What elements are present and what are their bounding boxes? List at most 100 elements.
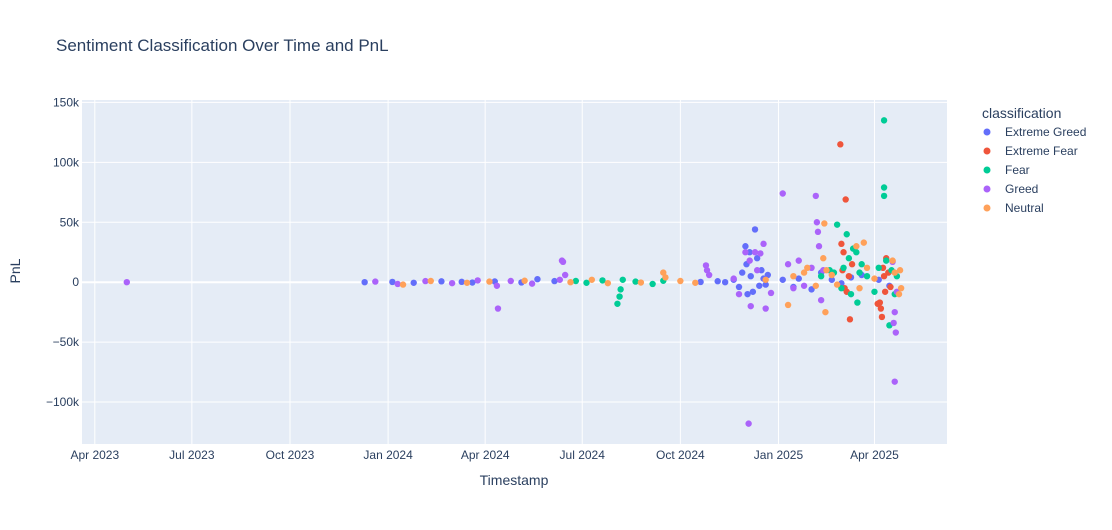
data-point (779, 276, 786, 283)
data-point (697, 278, 704, 286)
data-point (372, 278, 379, 285)
data-point (784, 301, 792, 309)
y-tick-label: 100k (53, 155, 80, 169)
x-tick-label: Jul 2023 (169, 448, 215, 462)
legend-title: classification (982, 105, 1061, 121)
data-point (856, 269, 863, 276)
data-point (812, 282, 820, 289)
data-point (753, 255, 761, 262)
data-point (790, 272, 797, 280)
data-point (833, 221, 841, 228)
y-tick-label: 150k (53, 95, 80, 109)
data-point (702, 262, 710, 269)
y-tick-label: 50k (60, 215, 80, 229)
data-point (410, 279, 417, 286)
data-point (821, 220, 828, 227)
data-point (828, 271, 836, 279)
data-point (394, 280, 401, 288)
data-point (779, 190, 786, 197)
data-point (817, 272, 825, 280)
data-point (551, 277, 558, 285)
x-tick-label: Jan 2025 (754, 448, 804, 462)
data-point (814, 228, 822, 236)
legend-marker (983, 185, 991, 193)
data-point (800, 282, 808, 289)
data-point (891, 378, 898, 385)
data-point (662, 274, 669, 281)
data-point (889, 257, 896, 264)
data-point (588, 276, 596, 283)
data-point (739, 269, 746, 276)
data-point (747, 302, 754, 310)
data-point (784, 261, 792, 268)
data-point (853, 249, 860, 256)
data-point (561, 271, 569, 279)
data-point (649, 280, 656, 288)
data-point (507, 277, 514, 285)
legend-item[interactable]: Extreme Greed (983, 125, 1087, 139)
data-point (892, 329, 900, 336)
legend-label: Greed (1005, 182, 1038, 196)
data-point (883, 257, 890, 264)
data-point (880, 184, 888, 191)
data-point (877, 305, 885, 312)
data-point (422, 277, 429, 285)
data-point (842, 196, 849, 203)
data-point (534, 275, 541, 283)
data-point (762, 305, 769, 312)
chart-title: Sentiment Classification Over Time and P… (56, 36, 389, 55)
legend-label: Fear (1005, 163, 1030, 177)
data-point (486, 278, 493, 285)
data-point (823, 267, 830, 274)
data-point (705, 271, 713, 279)
data-point (751, 249, 759, 256)
data-point (840, 249, 847, 256)
data-point (619, 276, 626, 283)
legend-item[interactable]: Neutral (983, 201, 1044, 215)
data-point (427, 277, 434, 285)
data-points (123, 117, 905, 427)
data-point (632, 278, 639, 285)
data-point (123, 278, 130, 286)
data-point (559, 258, 567, 266)
data-point (747, 272, 754, 280)
data-point (880, 117, 888, 124)
series-neutral (399, 220, 905, 316)
data-point (617, 286, 624, 293)
data-point (863, 264, 871, 272)
legend-marker (983, 147, 991, 155)
data-point (881, 288, 889, 295)
data-point (808, 286, 815, 293)
data-point (721, 278, 729, 286)
data-point (762, 276, 769, 283)
data-point (840, 264, 847, 272)
data-point (572, 277, 580, 285)
legend-marker (983, 166, 991, 174)
data-point (616, 293, 623, 300)
data-point (746, 257, 753, 264)
data-point (714, 278, 721, 285)
data-point (660, 269, 667, 276)
data-point (875, 264, 882, 272)
legend: classification Extreme Greed Extreme Fear… (982, 105, 1086, 215)
data-point (828, 276, 836, 283)
legend-item[interactable]: Fear (983, 163, 1030, 177)
legend-item[interactable]: Extreme Fear (983, 144, 1078, 158)
data-point (756, 282, 763, 289)
data-point (677, 277, 684, 285)
legend-item[interactable]: Greed (983, 182, 1039, 196)
data-point (833, 281, 841, 288)
data-point (493, 282, 501, 289)
series-fear (572, 117, 901, 329)
legend-label: Extreme Greed (1005, 125, 1086, 139)
data-point (692, 279, 699, 286)
x-tick-label: Oct 2023 (266, 448, 315, 462)
data-point (887, 283, 894, 291)
data-point (891, 308, 898, 316)
data-point (730, 275, 737, 282)
data-point (817, 296, 825, 304)
data-point (858, 261, 865, 268)
data-point (880, 272, 888, 280)
data-point (871, 275, 878, 282)
x-tick-label: Apr 2024 (461, 448, 510, 462)
